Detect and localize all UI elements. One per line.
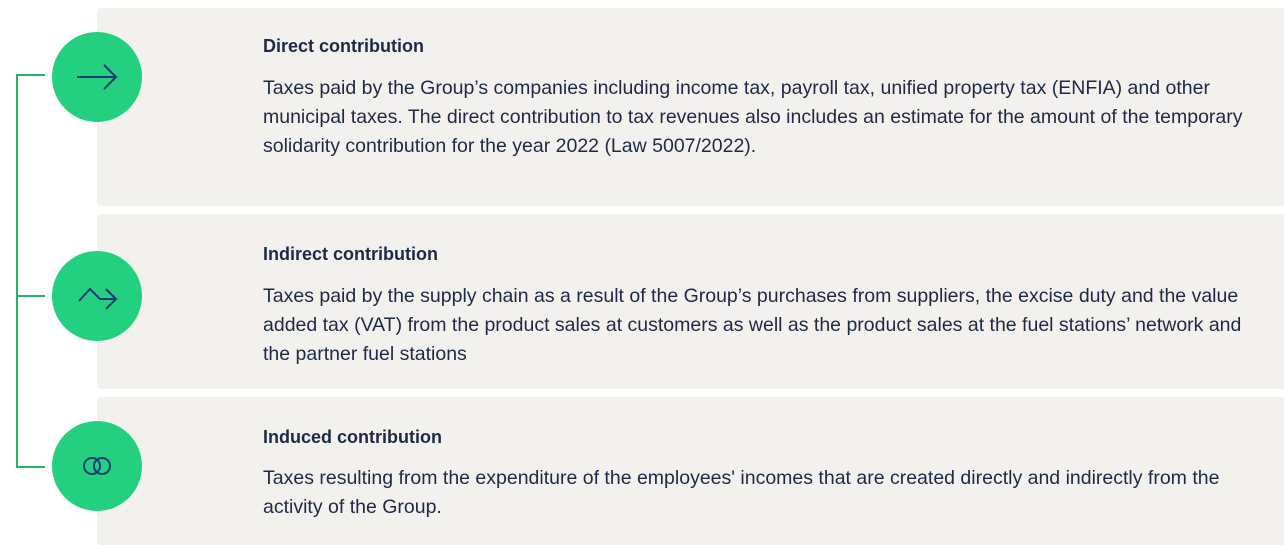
arrow-icon <box>77 64 118 90</box>
card-body: Taxes paid by the Group’s companies incl… <box>263 77 1243 157</box>
card: Indirect contribution Taxes paid by the … <box>97 214 1284 389</box>
rings-icon <box>83 457 111 475</box>
card-title: Direct contribution <box>263 36 424 56</box>
card-title: Induced contribution <box>263 427 442 447</box>
card-body: Taxes paid by the supply chain as a resu… <box>263 285 1242 365</box>
card-body: Taxes resulting from the expenditure of … <box>263 467 1220 518</box>
card: Direct contribution Taxes paid by the Gr… <box>97 8 1284 206</box>
icon-circle <box>52 421 142 511</box>
card-title: Indirect contribution <box>263 244 438 264</box>
indirect-arrow-icon <box>78 287 118 310</box>
icon-circle <box>52 32 142 122</box>
icon-circle <box>52 251 142 341</box>
bracket <box>16 74 45 468</box>
card: Induced contribution Taxes resulting fro… <box>97 397 1284 545</box>
